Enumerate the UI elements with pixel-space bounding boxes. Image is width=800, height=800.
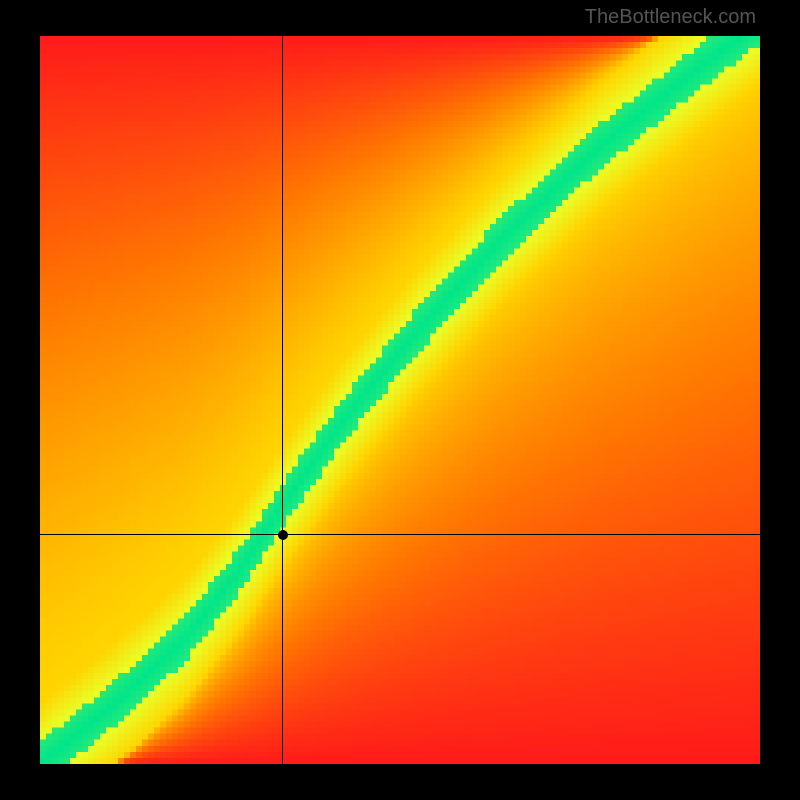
crosshair-vertical	[282, 36, 283, 764]
bottleneck-heatmap	[40, 36, 760, 764]
watermark-text: TheBottleneck.com	[585, 6, 756, 29]
crosshair-horizontal	[40, 534, 760, 535]
crosshair-marker	[278, 530, 288, 540]
